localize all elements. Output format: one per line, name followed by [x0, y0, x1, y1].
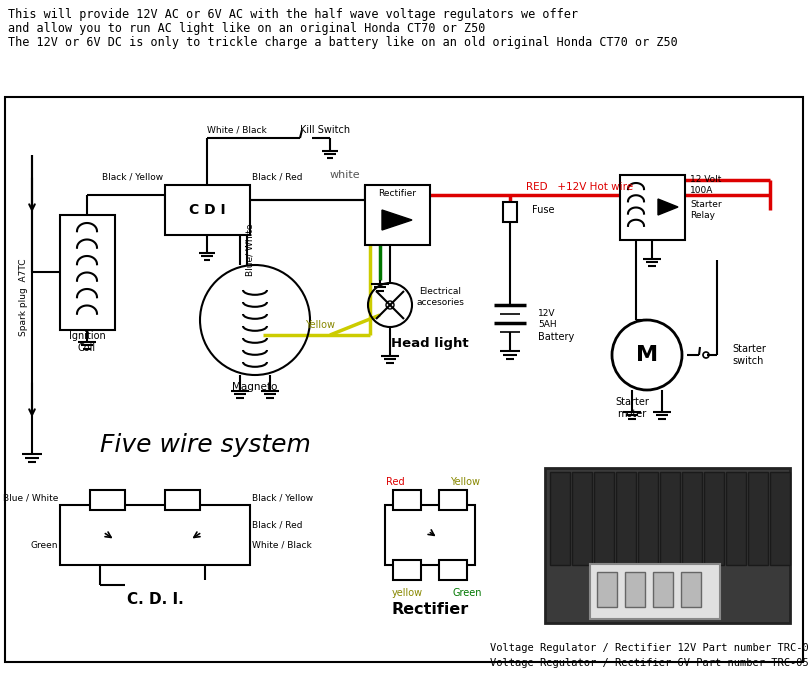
Text: White / Black: White / Black	[252, 540, 311, 550]
Text: Green: Green	[31, 540, 58, 550]
Text: Voltage Regulator / Rectifier 6V Part number TRC-0503: Voltage Regulator / Rectifier 6V Part nu…	[490, 658, 809, 668]
Bar	[594, 472, 614, 565]
Bar	[616, 472, 636, 565]
Text: Yellow: Yellow	[450, 477, 480, 487]
Text: Starter
switch: Starter switch	[732, 344, 766, 366]
Text: M: M	[636, 345, 658, 365]
Text: Black / Yellow: Black / Yellow	[102, 172, 163, 181]
Polygon shape	[658, 199, 678, 215]
Text: Black / Yellow: Black / Yellow	[252, 493, 313, 502]
Text: yellow: yellow	[392, 588, 422, 598]
Bar	[590, 564, 720, 619]
Bar	[572, 472, 592, 565]
Text: Ignition
Coil: Ignition Coil	[69, 331, 105, 353]
Bar	[393, 560, 421, 580]
Bar	[748, 472, 768, 565]
Text: The 12V or 6V DC is only to trickle charge a battery like on an old original Hon: The 12V or 6V DC is only to trickle char…	[8, 36, 678, 49]
Text: 12V
5AH: 12V 5AH	[538, 309, 557, 329]
Text: Starter
moter: Starter moter	[615, 397, 649, 419]
Bar	[5, 97, 803, 662]
Bar	[653, 572, 673, 607]
Bar	[385, 505, 475, 565]
Bar	[165, 185, 250, 235]
Polygon shape	[382, 210, 412, 230]
Text: Green: Green	[452, 588, 481, 598]
Bar	[545, 468, 790, 623]
Text: C. D. I.: C. D. I.	[127, 593, 184, 608]
Text: white: white	[330, 170, 360, 180]
Text: Fuse: Fuse	[532, 205, 554, 215]
Text: Rectifier: Rectifier	[392, 602, 468, 617]
Text: Magneto: Magneto	[232, 382, 277, 392]
Bar	[681, 572, 701, 607]
Bar	[365, 185, 430, 245]
Bar	[682, 472, 702, 565]
Text: Black / Red: Black / Red	[252, 520, 303, 530]
Text: Five wire system: Five wire system	[100, 433, 311, 457]
Text: 12 Volt
100A: 12 Volt 100A	[690, 175, 722, 195]
Text: and allow you to run AC light like on an original Honda CT70 or Z50: and allow you to run AC light like on an…	[8, 22, 485, 35]
Bar	[620, 175, 685, 240]
Bar	[770, 472, 790, 565]
Bar	[638, 472, 658, 565]
Text: Black / Red: Black / Red	[252, 172, 303, 181]
Text: RED   +12V Hot wire: RED +12V Hot wire	[527, 182, 633, 192]
Bar	[393, 490, 421, 510]
Bar	[60, 215, 115, 330]
Bar	[439, 490, 467, 510]
Bar	[60, 505, 250, 565]
Text: Spark plug  A7TC: Spark plug A7TC	[19, 258, 28, 336]
Bar	[660, 472, 680, 565]
Text: Blue / White: Blue / White	[2, 493, 58, 502]
Bar	[439, 560, 467, 580]
Text: Red: Red	[386, 477, 404, 487]
Text: Kill Switch: Kill Switch	[300, 125, 350, 135]
Bar	[165, 490, 200, 510]
Text: Starter
Relay: Starter Relay	[690, 200, 722, 220]
Bar	[597, 572, 617, 607]
Bar	[704, 472, 724, 565]
Text: C D I: C D I	[188, 203, 226, 217]
Text: Battery: Battery	[538, 332, 574, 342]
Text: Rectifier: Rectifier	[378, 189, 416, 198]
Text: Head light: Head light	[392, 336, 468, 349]
Bar	[550, 472, 570, 565]
Bar	[625, 572, 645, 607]
Bar	[726, 472, 746, 565]
Text: White / Black: White / Black	[207, 125, 267, 134]
Text: Electrical
accesories: Electrical accesories	[416, 287, 464, 307]
Text: Blue/ White: Blue/ White	[245, 224, 255, 276]
Bar	[503, 202, 517, 222]
Text: This will provide 12V AC or 6V AC with the half wave voltage regulators we offer: This will provide 12V AC or 6V AC with t…	[8, 8, 578, 21]
Text: Voltage Regulator / Rectifier 12V Part number TRC-0127-0: Voltage Regulator / Rectifier 12V Part n…	[490, 643, 809, 653]
Text: Yellow: Yellow	[305, 320, 335, 330]
Bar	[90, 490, 125, 510]
